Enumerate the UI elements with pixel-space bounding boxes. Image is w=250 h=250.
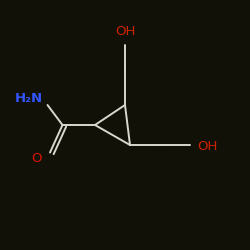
Text: H₂N: H₂N: [15, 92, 43, 105]
Text: OH: OH: [115, 25, 135, 38]
Text: O: O: [31, 152, 42, 165]
Text: OH: OH: [197, 140, 218, 153]
